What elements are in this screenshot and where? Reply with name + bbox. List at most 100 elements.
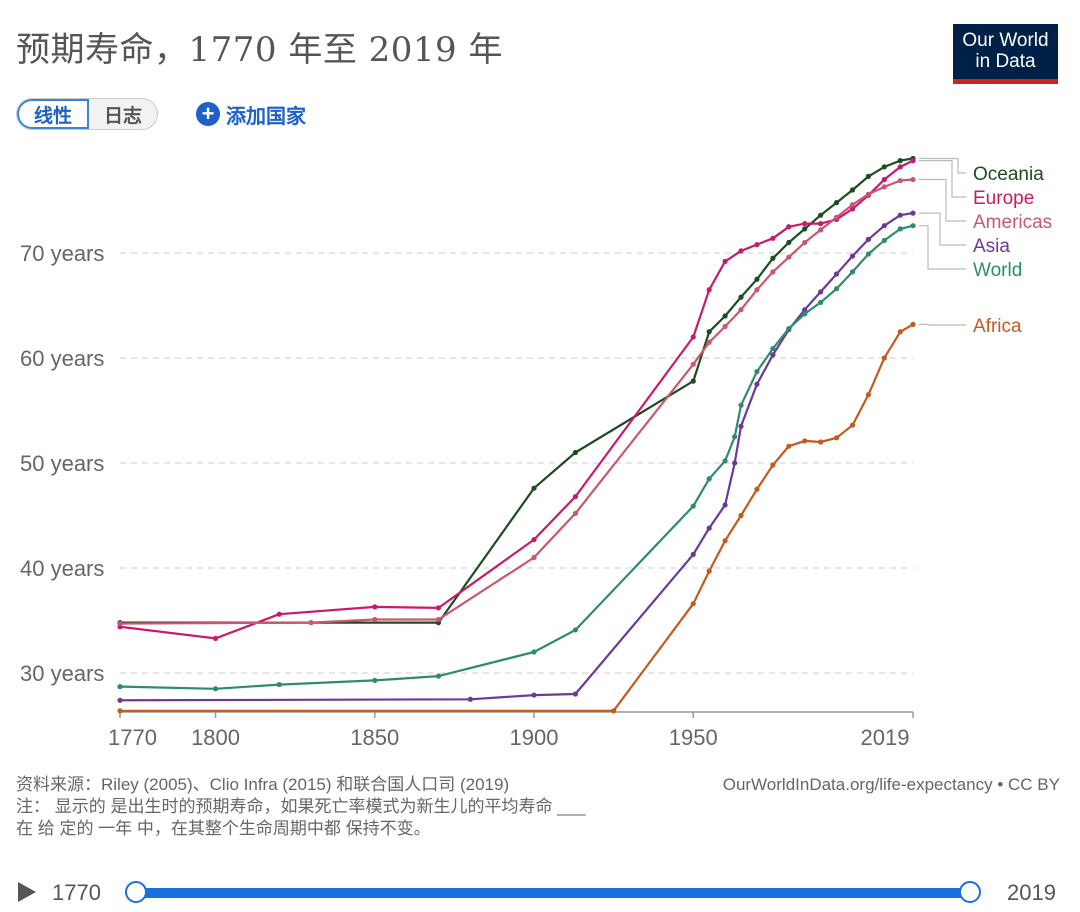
- data-point-africa: [910, 321, 916, 327]
- y-tick-label: 40 years: [20, 556, 104, 581]
- grid-lines: [120, 252, 913, 674]
- series-line-asia: [119, 212, 914, 702]
- data-point-europe: [212, 635, 219, 641]
- data-point-world: [732, 434, 738, 440]
- data-point-world: [706, 476, 712, 482]
- legend-label-asia: Asia: [973, 236, 1010, 257]
- data-point-asia: [910, 210, 916, 216]
- data-point-africa: [690, 601, 696, 607]
- data-point-americas: [770, 269, 776, 275]
- data-point-europe: [802, 221, 808, 227]
- data-point-oceania: [572, 449, 579, 456]
- data-point-asia: [833, 271, 840, 277]
- timeline-start-handle[interactable]: [125, 881, 147, 903]
- data-point-europe: [849, 206, 856, 212]
- data-point-americas: [117, 621, 123, 627]
- data-point-asia: [722, 502, 728, 508]
- x-tick-label: 1800: [191, 725, 240, 750]
- data-point-americas: [531, 554, 537, 561]
- data-point-world: [372, 677, 378, 683]
- timeline-slider: 1770 2019: [16, 874, 1060, 910]
- x-tick-label: 1900: [510, 725, 559, 750]
- data-point-world: [531, 649, 537, 655]
- data-point-oceania: [849, 187, 856, 193]
- data-point-asia: [849, 253, 856, 259]
- chart-title: 预期寿命，1770 年至 2019 年: [16, 30, 503, 70]
- add-country-button[interactable]: + 添加国家: [196, 100, 306, 128]
- data-point-europe: [754, 242, 760, 248]
- data-point-oceania: [881, 164, 887, 170]
- url-license-link[interactable]: OurWorldInData.org/life-expectancy • CC …: [722, 775, 1060, 794]
- timeline-end-handle[interactable]: [959, 881, 981, 903]
- data-point-africa: [849, 422, 856, 428]
- x-tick-label: 2019: [861, 725, 910, 750]
- data-point-europe: [897, 164, 903, 170]
- data-point-americas: [706, 339, 712, 345]
- data-point-europe: [690, 334, 696, 340]
- data-point-world: [833, 286, 840, 292]
- data-point-world: [212, 686, 219, 692]
- axes: 30 years 40 years 50 years 60 years 70 years…: [20, 241, 914, 750]
- legend-connector: [919, 178, 966, 222]
- log-scale-button[interactable]: 日志: [103, 105, 142, 127]
- data-point-africa: [770, 462, 776, 468]
- data-point-americas: [722, 323, 728, 330]
- series-lines: [117, 155, 916, 714]
- data-point-world: [276, 681, 282, 688]
- timeline-track[interactable]: [136, 888, 970, 898]
- legend-connector: [919, 212, 966, 246]
- data-point-americas: [572, 510, 579, 516]
- data-point-asia: [897, 212, 903, 218]
- data-point-africa: [897, 329, 903, 335]
- data-point-europe: [706, 287, 712, 293]
- data-point-europe: [276, 611, 282, 617]
- data-point-world: [897, 226, 903, 232]
- data-point-americas: [308, 620, 314, 626]
- plus-circle-icon: +: [196, 102, 220, 126]
- data-point-europe: [770, 235, 776, 241]
- x-tick-label: 1950: [669, 725, 718, 750]
- chart-footer: 资料来源：Riley (2005)、Clio Infra (2015) 和联合国…: [16, 774, 1060, 840]
- legend-connector: [919, 225, 966, 270]
- legend-label-africa: Africa: [973, 316, 1022, 337]
- data-point-europe: [531, 537, 537, 543]
- legend-label-europe: Europe: [973, 188, 1034, 209]
- x-tick-label: 1770: [108, 725, 157, 750]
- data-point-asia: [572, 691, 579, 697]
- data-point-asia: [865, 236, 872, 242]
- data-point-africa: [738, 512, 744, 519]
- data-point-world: [849, 269, 856, 275]
- linear-scale-button[interactable]: 线性: [17, 99, 89, 129]
- data-point-europe: [818, 221, 824, 227]
- data-point-europe: [910, 158, 916, 164]
- y-tick-label: 30 years: [20, 661, 104, 686]
- x-tick-label: 1850: [350, 725, 399, 750]
- data-point-europe: [738, 248, 744, 254]
- note-line-1: 注： 显示的 是出生时的预期寿命，如果死亡率模式为新生儿的平均寿命 ___: [16, 797, 586, 816]
- data-point-europe: [572, 494, 579, 500]
- data-point-asia: [531, 692, 537, 698]
- legend-label-oceania: Oceania: [973, 164, 1044, 185]
- data-point-asia: [117, 697, 123, 703]
- play-icon[interactable]: [18, 882, 36, 902]
- data-point-africa: [722, 538, 728, 544]
- legend-label-americas: Americas: [973, 212, 1052, 233]
- data-point-europe: [722, 258, 728, 264]
- data-point-oceania: [865, 173, 872, 179]
- add-country-label: 添加国家: [226, 105, 306, 128]
- data-point-africa: [881, 355, 887, 361]
- data-point-africa: [833, 435, 840, 441]
- logo-line-2: in Data: [975, 51, 1036, 72]
- data-point-europe: [372, 604, 378, 610]
- data-point-world: [690, 503, 696, 509]
- logo-line-1: Our World: [962, 30, 1049, 51]
- series-line-africa: [120, 323, 914, 712]
- y-tick-label: 50 years: [20, 451, 104, 476]
- data-point-oceania: [770, 255, 776, 261]
- data-point-americas: [881, 184, 887, 190]
- data-point-asia: [690, 551, 696, 557]
- data-point-world: [910, 223, 916, 229]
- owid-logo[interactable]: Our World in Data: [953, 24, 1058, 84]
- data-point-americas: [833, 214, 840, 220]
- data-point-americas: [786, 254, 792, 260]
